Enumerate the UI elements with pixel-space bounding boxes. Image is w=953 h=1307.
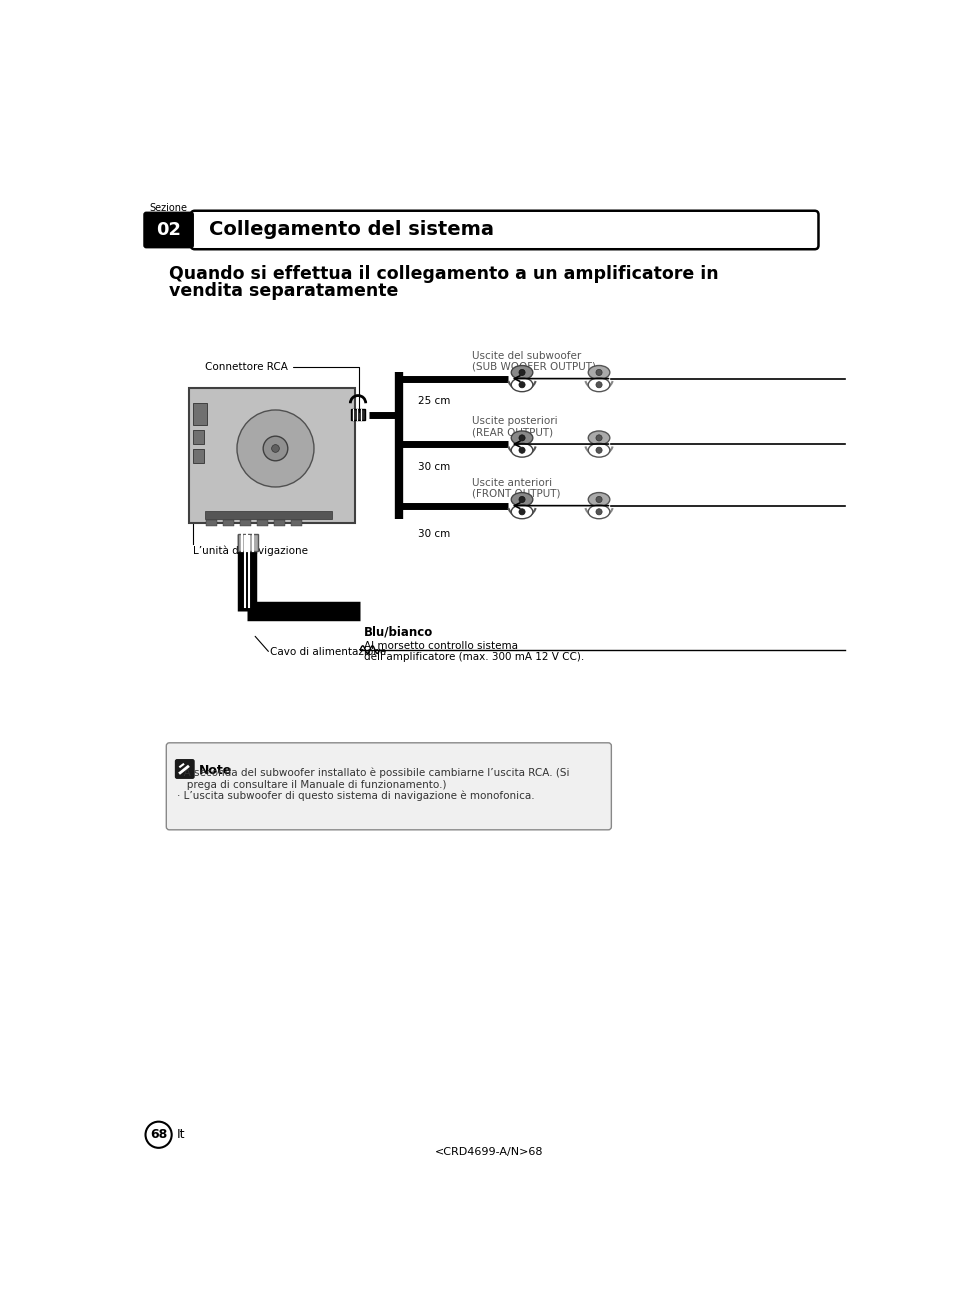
Bar xyxy=(240,519,251,525)
Bar xyxy=(205,511,332,519)
Text: 68: 68 xyxy=(150,1128,167,1141)
Bar xyxy=(223,519,233,525)
Ellipse shape xyxy=(588,366,609,379)
Circle shape xyxy=(518,497,524,503)
Circle shape xyxy=(596,497,601,503)
Bar xyxy=(193,430,204,444)
Ellipse shape xyxy=(511,378,533,392)
Text: Sezione: Sezione xyxy=(150,204,188,213)
Text: (FRONT OUTPUT): (FRONT OUTPUT) xyxy=(472,489,560,499)
Bar xyxy=(206,519,217,525)
Circle shape xyxy=(272,444,279,452)
Circle shape xyxy=(596,382,601,388)
Text: · L’uscita subwoofer di questo sistema di navigazione è monofonica.: · L’uscita subwoofer di questo sistema d… xyxy=(177,791,534,801)
Circle shape xyxy=(518,370,524,375)
Text: 25 cm: 25 cm xyxy=(417,396,450,406)
FancyBboxPatch shape xyxy=(166,742,611,830)
Text: Quando si effettua il collegamento a un amplificatore in: Quando si effettua il collegamento a un … xyxy=(170,264,719,282)
Text: dell’amplificatore (max. 300 mA 12 V CC).: dell’amplificatore (max. 300 mA 12 V CC)… xyxy=(364,652,584,661)
Text: It: It xyxy=(177,1128,186,1141)
Bar xyxy=(274,519,285,525)
Text: Note: Note xyxy=(198,765,232,778)
Circle shape xyxy=(146,1121,172,1148)
Text: Al morsetto controllo sistema: Al morsetto controllo sistema xyxy=(364,642,517,651)
Text: Uscite posteriori: Uscite posteriori xyxy=(472,417,557,426)
Ellipse shape xyxy=(511,431,533,444)
Bar xyxy=(291,519,301,525)
Ellipse shape xyxy=(511,443,533,457)
FancyBboxPatch shape xyxy=(144,212,193,248)
Text: <CRD4699-A/N>68: <CRD4699-A/N>68 xyxy=(435,1146,542,1157)
Ellipse shape xyxy=(511,505,533,519)
Ellipse shape xyxy=(588,431,609,444)
Circle shape xyxy=(596,370,601,375)
Ellipse shape xyxy=(588,493,609,506)
Text: 30 cm: 30 cm xyxy=(417,529,450,540)
Circle shape xyxy=(596,447,601,454)
Text: Blu/bianco: Blu/bianco xyxy=(364,626,433,639)
Text: L’unità di navigazione: L’unità di navigazione xyxy=(193,546,308,557)
FancyBboxPatch shape xyxy=(191,210,818,250)
Text: (SUB WOOFER OUTPUT): (SUB WOOFER OUTPUT) xyxy=(472,362,596,371)
Bar xyxy=(257,519,268,525)
Bar xyxy=(351,409,365,420)
Bar xyxy=(193,404,207,425)
Circle shape xyxy=(236,410,314,488)
Ellipse shape xyxy=(511,493,533,506)
Text: Uscite anteriori: Uscite anteriori xyxy=(472,478,552,488)
Text: (REAR OUTPUT): (REAR OUTPUT) xyxy=(472,427,553,437)
Circle shape xyxy=(518,447,524,454)
Bar xyxy=(190,388,355,523)
Text: Cavo di alimentazione: Cavo di alimentazione xyxy=(270,647,386,657)
Ellipse shape xyxy=(588,378,609,392)
Circle shape xyxy=(596,508,601,515)
Text: · A seconda del subwoofer installato è possibile cambiarne l’uscita RCA. (Si: · A seconda del subwoofer installato è p… xyxy=(177,767,569,778)
Text: prega di consultare il Manuale di funzionamento.): prega di consultare il Manuale di funzio… xyxy=(177,780,446,789)
Text: Connettore RCA: Connettore RCA xyxy=(205,362,358,412)
Ellipse shape xyxy=(588,505,609,519)
Circle shape xyxy=(518,508,524,515)
Text: 02: 02 xyxy=(156,221,181,239)
Text: Uscite del subwoofer: Uscite del subwoofer xyxy=(472,350,580,361)
Bar xyxy=(193,450,204,463)
Text: Collegamento del sistema: Collegamento del sistema xyxy=(209,221,493,239)
FancyBboxPatch shape xyxy=(175,759,193,778)
Text: vendita separatamente: vendita separatamente xyxy=(170,281,398,299)
Bar xyxy=(237,535,257,552)
Circle shape xyxy=(518,382,524,388)
Circle shape xyxy=(518,435,524,440)
Ellipse shape xyxy=(588,443,609,457)
Circle shape xyxy=(596,435,601,440)
Text: 30 cm: 30 cm xyxy=(417,463,450,472)
Ellipse shape xyxy=(511,366,533,379)
Circle shape xyxy=(263,437,288,461)
